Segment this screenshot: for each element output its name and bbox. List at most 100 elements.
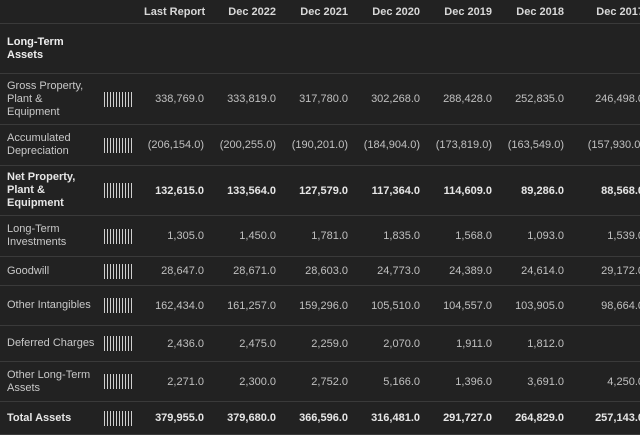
- value-cell: 89,286.0: [496, 165, 568, 216]
- value-cell: 1,911.0: [424, 325, 496, 362]
- empty-cell: [496, 23, 568, 74]
- sparkline-cell: [100, 73, 140, 125]
- value-cell: 1,835.0: [352, 215, 424, 257]
- row-label: Net Property, Plant & Equipment: [0, 165, 100, 216]
- value-cell: 246,498.0: [568, 73, 640, 125]
- value-cell: 132,615.0: [140, 165, 208, 216]
- value-cell: (184,904.0): [352, 124, 424, 166]
- section-row: Long-Term Assets: [0, 23, 640, 74]
- value-cell: 2,271.0: [140, 361, 208, 402]
- value-cell: (157,930.0): [568, 124, 640, 166]
- row-label: Total Assets: [0, 401, 100, 435]
- row-label: Long-Term Investments: [0, 215, 100, 257]
- sparkline-cell: [100, 165, 140, 216]
- value-cell: (173,819.0): [424, 124, 496, 166]
- value-cell: -: [568, 325, 640, 362]
- column-header: Dec 2018: [496, 0, 568, 24]
- value-cell: (190,201.0): [280, 124, 352, 166]
- data-row: Deferred Charges 2,436.0 2,475.0 2,259.0 2,0…: [0, 325, 640, 362]
- value-cell: 4,250.0: [568, 361, 640, 402]
- value-cell: 333,819.0: [208, 73, 280, 125]
- value-cell: 379,955.0: [140, 401, 208, 435]
- empty-cell: [568, 23, 640, 74]
- sparkline: [104, 298, 134, 313]
- value-cell: 24,773.0: [352, 256, 424, 286]
- value-cell: 379,680.0: [208, 401, 280, 435]
- value-cell: 98,664.0: [568, 285, 640, 326]
- value-cell: 316,481.0: [352, 401, 424, 435]
- value-cell: 338,769.0: [140, 73, 208, 125]
- row-label: Other Intangibles: [0, 285, 100, 326]
- data-row: Total Assets 379,955.0 379,680.0 366,596.0 3…: [0, 401, 640, 435]
- sparkline-cell: [100, 401, 140, 435]
- column-header: Dec 2019: [424, 0, 496, 24]
- value-cell: 2,436.0: [140, 325, 208, 362]
- value-cell: 288,428.0: [424, 73, 496, 125]
- value-cell: 162,434.0: [140, 285, 208, 326]
- data-row: Accumulated Depreciation (206,154.0) (200,…: [0, 124, 640, 166]
- value-cell: 24,614.0: [496, 256, 568, 286]
- value-cell: 105,510.0: [352, 285, 424, 326]
- value-cell: 29,172.0: [568, 256, 640, 286]
- value-cell: 3,691.0: [496, 361, 568, 402]
- value-cell: 317,780.0: [280, 73, 352, 125]
- sparkline: [104, 137, 134, 153]
- data-row: Other Long-Term Assets 2,271.0 2,300.0 2,75…: [0, 361, 640, 402]
- row-label: Accumulated Depreciation: [0, 124, 100, 166]
- sparkline-cell: [100, 285, 140, 326]
- value-cell: (163,549.0): [496, 124, 568, 166]
- value-cell: 1,450.0: [208, 215, 280, 257]
- value-cell: 252,835.0: [496, 73, 568, 125]
- value-cell: 117,364.0: [352, 165, 424, 216]
- value-cell: 1,396.0: [424, 361, 496, 402]
- header-row: Last Report Dec 2022 Dec 2021 Dec 2020 Dec 2…: [0, 0, 640, 24]
- sparkline-cell: [100, 325, 140, 362]
- value-cell: 291,727.0: [424, 401, 496, 435]
- value-cell: (200,255.0): [208, 124, 280, 166]
- value-cell: (206,154.0): [140, 124, 208, 166]
- value-cell: 2,475.0: [208, 325, 280, 362]
- data-row: Long-Term Investments 1,305.0 1,450.0 1,781…: [0, 215, 640, 257]
- value-cell: 1,539.0: [568, 215, 640, 257]
- value-cell: 159,296.0: [280, 285, 352, 326]
- sparkline: [104, 263, 134, 279]
- sparkline-cell: [100, 124, 140, 166]
- value-cell: 104,557.0: [424, 285, 496, 326]
- empty-cell: [208, 23, 280, 74]
- data-row: Other Intangibles 162,434.0 161,257.0 159,2…: [0, 285, 640, 326]
- row-label: Other Long-Term Assets: [0, 361, 100, 402]
- row-label: Deferred Charges: [0, 325, 100, 362]
- value-cell: 302,268.0: [352, 73, 424, 125]
- value-cell: 1,093.0: [496, 215, 568, 257]
- value-cell: 2,752.0: [280, 361, 352, 402]
- empty-cell: [424, 23, 496, 74]
- sparkline: [104, 374, 134, 389]
- value-cell: 114,609.0: [424, 165, 496, 216]
- sparkline-cell: [100, 361, 140, 402]
- value-cell: 28,671.0: [208, 256, 280, 286]
- value-cell: 28,647.0: [140, 256, 208, 286]
- sparkline: [104, 410, 134, 426]
- value-cell: 257,143.0: [568, 401, 640, 435]
- section-title: Long-Term Assets: [0, 23, 100, 74]
- data-row: Net Property, Plant & Equipment 132,615.0…: [0, 165, 640, 216]
- row-label: Gross Property, Plant & Equipment: [0, 73, 100, 125]
- value-cell: 1,812.0: [496, 325, 568, 362]
- column-header: Dec 2017: [568, 0, 640, 24]
- sparkline: [104, 91, 134, 107]
- value-cell: 88,568.0: [568, 165, 640, 216]
- column-header: Dec 2021: [280, 0, 352, 24]
- value-cell: 1,305.0: [140, 215, 208, 257]
- sparkline: [104, 336, 134, 351]
- value-cell: 133,564.0: [208, 165, 280, 216]
- value-cell: 24,389.0: [424, 256, 496, 286]
- value-cell: 366,596.0: [280, 401, 352, 435]
- value-cell: 2,300.0: [208, 361, 280, 402]
- data-row: Gross Property, Plant & Equipment 338,769…: [0, 73, 640, 125]
- value-cell: 127,579.0: [280, 165, 352, 216]
- value-cell: 103,905.0: [496, 285, 568, 326]
- empty-cell: [100, 23, 140, 74]
